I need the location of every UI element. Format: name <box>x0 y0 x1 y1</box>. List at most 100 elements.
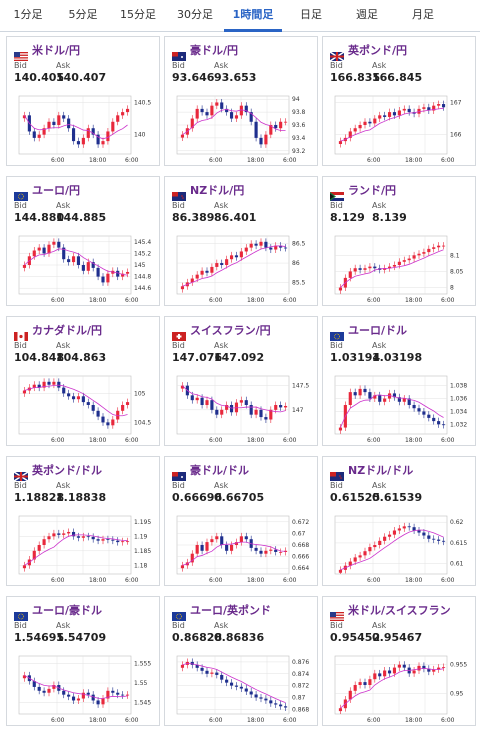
tab-3[interactable]: 30分足 <box>177 8 213 21</box>
currency-pair-link[interactable]: 豪ドル/ドル <box>190 464 250 477</box>
candle-body <box>180 385 185 389</box>
tab-0[interactable]: 1分足 <box>13 8 43 21</box>
rate-card[interactable]: ユーロ/英ポンド Bid Ask 0.86828 0.86836 0.876 0.874 0.… <box>164 596 318 726</box>
rate-card[interactable]: カナダドル/円 Bid Ask 104.848 104.863 105 104.5 6:00 1… <box>6 316 160 446</box>
bid-value: 1.03194 <box>330 351 381 364</box>
x-tick-label: 18:00 <box>247 437 264 444</box>
candle-body <box>269 549 273 551</box>
candle-body <box>441 104 446 108</box>
candlestick-chart: 105 104.5 6:00 18:00 6:00 <box>18 375 151 444</box>
currency-pair-link[interactable]: 米ドル/スイスフラン <box>348 604 451 617</box>
currency-pair-link[interactable]: NZドル/ドル <box>348 464 414 477</box>
tab-5[interactable]: 日足 <box>300 8 322 21</box>
candle-body <box>274 245 278 250</box>
bid-value: 0.61525 <box>330 491 381 504</box>
rate-card[interactable]: ランド/円 Bid Ask 8.129 8.139 8.1 8.05 8 6:00 18:00 6:… <box>322 176 476 306</box>
rate-card[interactable]: NZドル/円 Bid Ask 86.389 86.401 86.5 86 85.5 6:00 18… <box>164 176 318 306</box>
candle-body <box>441 540 446 542</box>
x-tick-label: 6:00 <box>125 577 139 584</box>
ask-value: 1.03198 <box>372 351 423 364</box>
candle-body <box>264 698 268 701</box>
candle-body <box>397 664 401 668</box>
candle-body <box>427 535 431 539</box>
candle-body <box>422 665 426 669</box>
currency-pair-link[interactable]: ユーロ/ドル <box>348 324 408 337</box>
candle-body <box>220 536 224 545</box>
tab-7[interactable]: 月足 <box>412 8 434 21</box>
currency-pair-link[interactable]: カナダドル/円 <box>32 324 103 337</box>
candlestick-chart: 167 166 6:00 18:00 6:00 <box>334 95 462 164</box>
rate-card[interactable]: ユーロ/ドル Bid Ask 1.03194 1.03198 1.038 1.036 1.03… <box>322 316 476 446</box>
candle-body <box>441 424 446 426</box>
candle-body <box>121 694 125 696</box>
currency-pair-link[interactable]: NZドル/円 <box>190 184 245 197</box>
candle-body <box>111 690 115 693</box>
candle-body <box>190 118 194 129</box>
bid-value: 104.848 <box>14 351 65 364</box>
candle-body <box>57 381 61 388</box>
currency-pair-link[interactable]: 豪ドル/円 <box>190 44 239 57</box>
rate-card[interactable]: 英ポンド/円 Bid Ask 166.835 166.845 167 166 6:00 18:0… <box>322 36 476 166</box>
bid-value: 166.835 <box>330 71 381 84</box>
candle-body <box>37 384 41 388</box>
rate-card[interactable]: 英ポンド/ドル Bid Ask 1.18828 1.18838 1.195 1.19 1.18… <box>6 456 160 586</box>
candle-body <box>378 540 382 545</box>
candle-body <box>358 125 362 129</box>
tab-4[interactable]: 1時間足 <box>224 0 282 32</box>
currency-pair-link[interactable]: ユーロ/豪ドル <box>32 604 103 617</box>
bid-label: Bid <box>14 201 27 210</box>
candle-body <box>254 409 258 415</box>
candle-body <box>76 698 81 701</box>
rate-card[interactable]: NZドル/ドル Bid Ask 0.61525 0.61539 0.62 0.615 0.61… <box>322 456 476 586</box>
currency-pair-link[interactable]: ユーロ/英ポンド <box>190 604 272 617</box>
candle-body <box>96 700 100 705</box>
candle-body <box>244 536 248 540</box>
plot-frame <box>334 235 448 295</box>
rate-card[interactable]: ユーロ/円 Bid Ask 144.880 144.885 145.4 145.2 145 14… <box>6 176 160 306</box>
rate-card[interactable]: ユーロ/豪ドル Bid Ask 1.54695 1.54709 1.555 1.55 1.54… <box>6 596 160 726</box>
currency-pair-link[interactable]: 英ポンド/円 <box>348 44 408 57</box>
currency-pair-link[interactable]: ユーロ/円 <box>32 184 81 197</box>
y-tick-label: 1.18 <box>134 562 148 569</box>
candlestick-chart: 1.038 1.036 1.034 1.032 6:00 18:00 6:00 <box>334 375 467 444</box>
rate-card[interactable]: 米ドル/スイスフラン Bid Ask 0.95452 0.95467 0.955 0.95 6… <box>322 596 476 726</box>
ch-flag-icon <box>172 326 186 341</box>
candle-body <box>269 409 273 420</box>
candle-body <box>383 115 387 117</box>
x-tick-label: 6:00 <box>51 717 65 724</box>
candle-body <box>71 256 76 263</box>
candle-body <box>190 661 194 665</box>
y-tick-label: 145.2 <box>134 250 151 257</box>
tab-2[interactable]: 15分足 <box>120 8 156 21</box>
rate-card[interactable]: 米ドル/円 Bid Ask 140.405 140.407 140.5 140 6:00 18:… <box>6 36 160 166</box>
candle-body <box>42 247 46 254</box>
candle-body <box>392 530 397 535</box>
rate-card[interactable]: スイスフラン/円 Bid Ask 147.076 147.092 147.5 147 6:00… <box>164 316 318 446</box>
rate-card[interactable]: 豪ドル/ドル Bid Ask 0.66696 0.66705 0.672 0.67 0.668… <box>164 456 318 586</box>
tab-6[interactable]: 週足 <box>356 8 378 21</box>
y-tick-label: 8.1 <box>450 252 460 259</box>
currency-pair-link[interactable]: ランド/円 <box>348 184 397 197</box>
currency-pair-link[interactable]: 英ポンド/ドル <box>32 464 103 477</box>
candle-body <box>358 268 362 270</box>
ask-label: Ask <box>372 621 387 630</box>
candle-body <box>254 694 258 698</box>
candle-body <box>427 668 431 672</box>
plot-frame <box>176 235 290 295</box>
y-tick-label: 1.032 <box>450 421 467 428</box>
rate-card[interactable]: 豪ドル/円 Bid Ask 93.646 93.653 94 93.8 93.6 93.4 93.… <box>164 36 318 166</box>
currency-pair-link[interactable]: 米ドル/円 <box>32 44 81 57</box>
y-tick-label: 1.19 <box>134 533 148 540</box>
au-flag-icon <box>172 46 186 61</box>
candle-body <box>125 271 130 274</box>
plot-frame <box>18 375 132 435</box>
candle-body <box>249 112 253 122</box>
moving-average-line <box>182 541 286 566</box>
currency-pair-link[interactable]: スイスフラン/円 <box>190 324 271 337</box>
candle-body <box>220 102 224 109</box>
tab-1[interactable]: 5分足 <box>68 8 98 21</box>
candle-body <box>348 690 352 700</box>
candle-body <box>62 387 66 394</box>
y-tick-label: 145.4 <box>134 239 151 246</box>
candle-body <box>279 551 283 553</box>
